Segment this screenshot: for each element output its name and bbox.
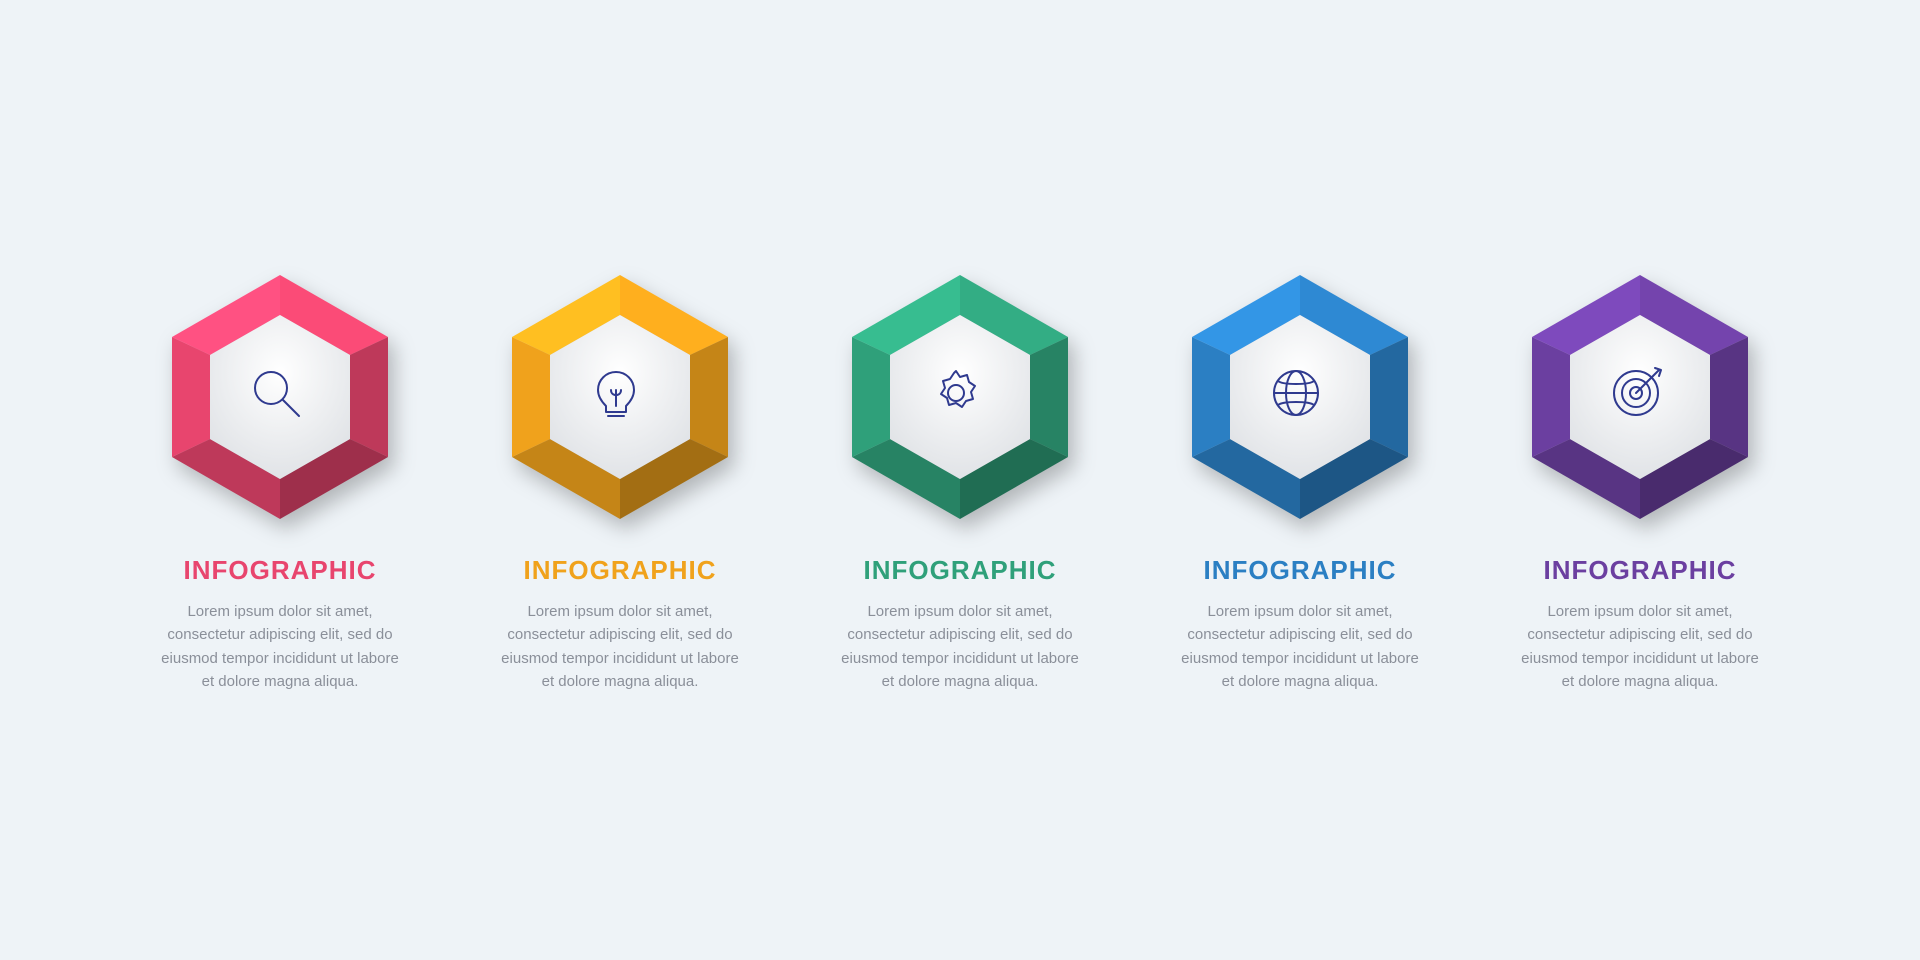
step-title: INFOGRAPHIC xyxy=(184,555,377,586)
step-title: INFOGRAPHIC xyxy=(1204,555,1397,586)
hexagon xyxy=(830,267,1090,527)
infographic-step: INFOGRAPHIC Lorem ipsum dolor sit amet, c… xyxy=(150,267,410,693)
step-title: INFOGRAPHIC xyxy=(524,555,717,586)
infographic-step: INFOGRAPHIC Lorem ipsum dolor sit amet, c… xyxy=(830,267,1090,693)
step-body: Lorem ipsum dolor sit amet, consectetur … xyxy=(1515,600,1765,693)
globe-icon xyxy=(1265,362,1335,432)
step-body: Lorem ipsum dolor sit amet, consectetur … xyxy=(155,600,405,693)
hexagon xyxy=(1510,267,1770,527)
step-body: Lorem ipsum dolor sit amet, consectetur … xyxy=(835,600,1085,693)
target-icon xyxy=(1605,362,1675,432)
infographic-step: INFOGRAPHIC Lorem ipsum dolor sit amet, c… xyxy=(1510,267,1770,693)
lightbulb-icon xyxy=(585,362,655,432)
hexagon xyxy=(490,267,750,527)
step-title: INFOGRAPHIC xyxy=(864,555,1057,586)
step-body: Lorem ipsum dolor sit amet, consectetur … xyxy=(1175,600,1425,693)
hexagon xyxy=(1170,267,1430,527)
steps-row: INFOGRAPHIC Lorem ipsum dolor sit amet, c… xyxy=(150,267,1770,693)
infographic-canvas: INFOGRAPHIC Lorem ipsum dolor sit amet, c… xyxy=(0,0,1920,960)
infographic-step: INFOGRAPHIC Lorem ipsum dolor sit amet, c… xyxy=(490,267,750,693)
infographic-step: INFOGRAPHIC Lorem ipsum dolor sit amet, c… xyxy=(1170,267,1430,693)
hexagon xyxy=(150,267,410,527)
gear-icon xyxy=(925,362,995,432)
step-title: INFOGRAPHIC xyxy=(1544,555,1737,586)
step-body: Lorem ipsum dolor sit amet, consectetur … xyxy=(495,600,745,693)
magnifier-icon xyxy=(245,362,315,432)
